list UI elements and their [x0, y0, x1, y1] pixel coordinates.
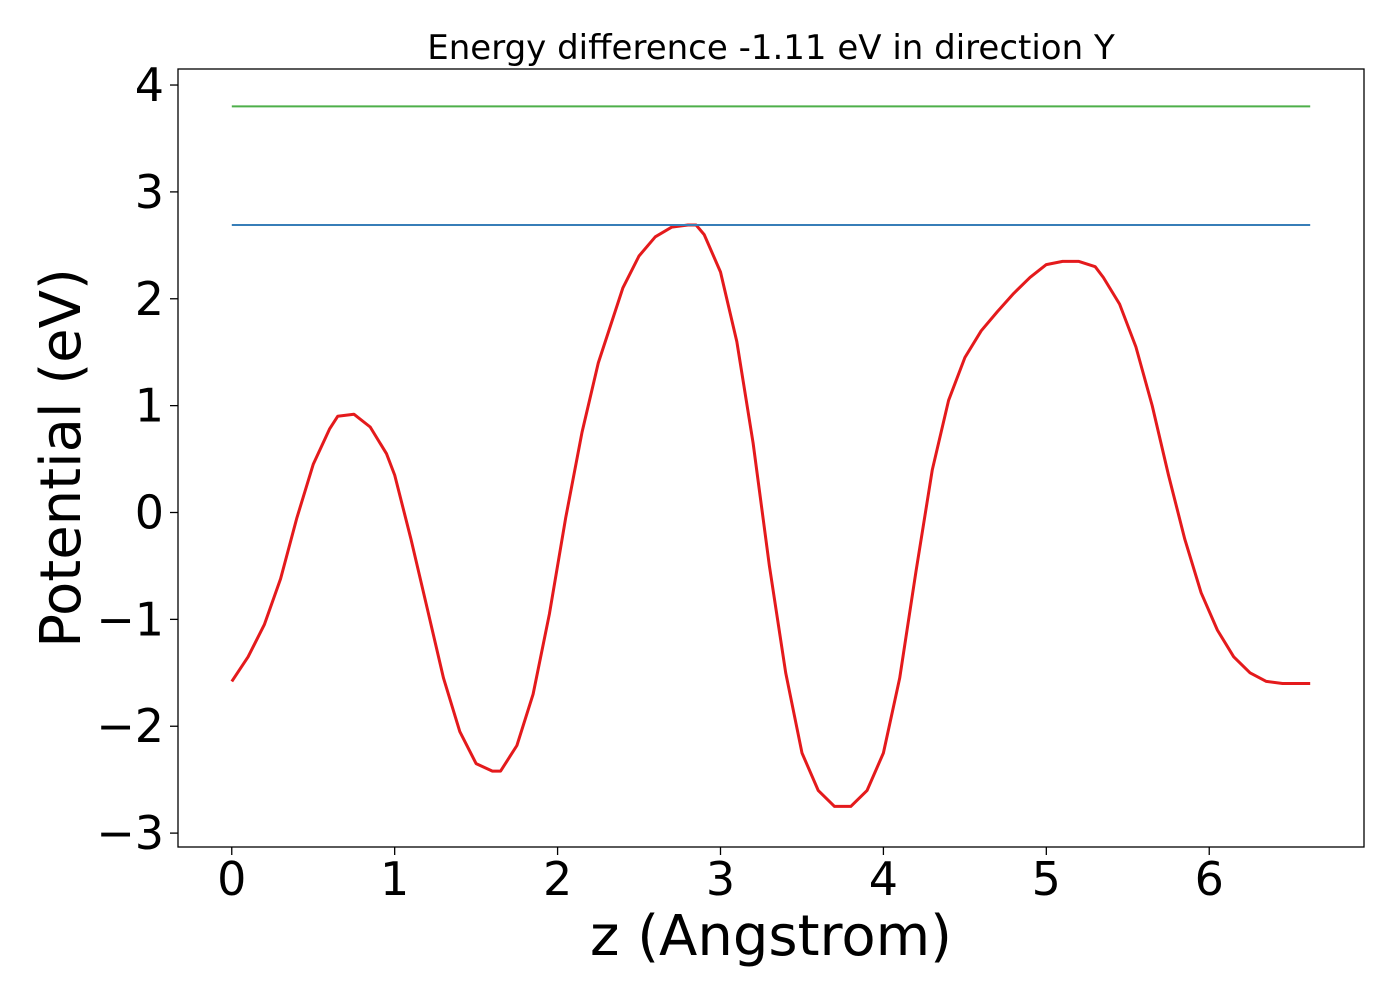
y-tick-label: −2: [96, 699, 164, 753]
plot-frame: [177, 68, 1365, 848]
y-axis: 4 3 2 1 0 −1 −2 −3: [96, 58, 178, 860]
y-tick-label: 3: [135, 165, 164, 219]
x-tick-label: 0: [217, 852, 246, 906]
x-tick-label: 4: [869, 852, 898, 906]
series-line-0: [230, 223, 1311, 808]
x-tick-label: 5: [1032, 852, 1061, 906]
y-tick-label: 1: [135, 379, 164, 433]
y-tick-label: −1: [96, 592, 164, 646]
x-tick-label: 1: [380, 852, 409, 906]
y-tick-label: 0: [135, 486, 164, 540]
y-axis-label: Potential (eV): [29, 268, 94, 648]
y-tick-label: 4: [135, 58, 164, 112]
plot-lines: [230, 105, 1311, 808]
y-tick-label: −3: [96, 806, 164, 860]
x-tick-label: 2: [543, 852, 572, 906]
chart-title: Energy difference -1.11 eV in direction …: [427, 28, 1115, 68]
x-tick-label: 3: [706, 852, 735, 906]
x-axis-label: z (Angstrom): [590, 904, 952, 969]
x-axis: 0 1 2 3 4 5 6: [217, 847, 1224, 906]
x-tick-label: 6: [1195, 852, 1224, 906]
y-tick-label: 2: [135, 272, 164, 326]
